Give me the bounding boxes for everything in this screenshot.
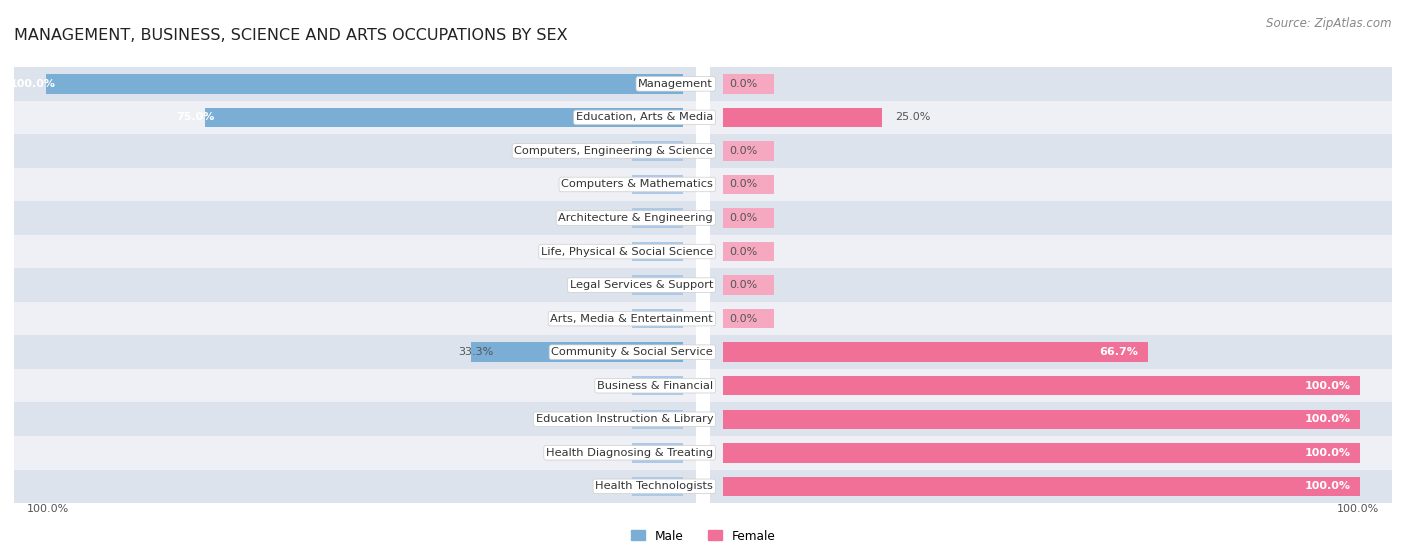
Bar [723, 343, 1147, 362]
Bar [690, 67, 1392, 101]
Text: Computers & Mathematics: Computers & Mathematics [561, 179, 713, 190]
Text: Life, Physical & Social Science: Life, Physical & Social Science [541, 247, 713, 257]
Text: Education, Arts & Media: Education, Arts & Media [576, 112, 713, 122]
Text: Business & Financial: Business & Financial [598, 381, 713, 391]
Bar [633, 141, 683, 160]
Text: 0.0%: 0.0% [676, 381, 704, 391]
Bar [690, 335, 1392, 369]
Text: 100.0%: 100.0% [1305, 381, 1351, 391]
Bar [723, 309, 773, 328]
Bar [14, 201, 716, 235]
Bar [723, 141, 773, 160]
Text: 100.0%: 100.0% [10, 79, 55, 89]
Text: 100.0%: 100.0% [1305, 448, 1351, 458]
Bar [633, 443, 683, 462]
Text: Legal Services & Support: Legal Services & Support [569, 280, 713, 290]
Text: 0.0%: 0.0% [676, 414, 704, 424]
Text: Management: Management [638, 79, 713, 89]
Text: 0.0%: 0.0% [730, 280, 758, 290]
Bar [690, 201, 1392, 235]
Bar [633, 477, 683, 496]
Text: 0.0%: 0.0% [676, 247, 704, 257]
Bar [690, 402, 1392, 436]
Bar [723, 242, 773, 261]
Text: 0.0%: 0.0% [676, 448, 704, 458]
Text: 0.0%: 0.0% [730, 179, 758, 190]
Text: Education Instruction & Library: Education Instruction & Library [536, 414, 713, 424]
Bar [14, 369, 716, 402]
Bar [723, 410, 1360, 429]
Bar [14, 235, 716, 268]
Text: 33.3%: 33.3% [458, 347, 494, 357]
Bar [723, 477, 1360, 496]
Bar [690, 268, 1392, 302]
Bar [205, 108, 683, 127]
Bar [633, 309, 683, 328]
Text: 0.0%: 0.0% [730, 213, 758, 223]
Text: Health Diagnosing & Treating: Health Diagnosing & Treating [546, 448, 713, 458]
Bar [690, 436, 1392, 470]
Bar [14, 67, 716, 101]
Text: MANAGEMENT, BUSINESS, SCIENCE AND ARTS OCCUPATIONS BY SEX: MANAGEMENT, BUSINESS, SCIENCE AND ARTS O… [14, 28, 568, 43]
Text: 0.0%: 0.0% [676, 314, 704, 324]
Text: 0.0%: 0.0% [730, 314, 758, 324]
Bar [471, 343, 683, 362]
Legend: Male, Female: Male, Female [626, 525, 780, 547]
Bar [690, 470, 1392, 503]
Bar [633, 209, 683, 228]
Text: Source: ZipAtlas.com: Source: ZipAtlas.com [1267, 17, 1392, 30]
Text: 100.0%: 100.0% [1305, 481, 1351, 491]
Text: 0.0%: 0.0% [676, 146, 704, 156]
Bar [690, 235, 1392, 268]
Text: Health Technologists: Health Technologists [595, 481, 713, 491]
Text: 0.0%: 0.0% [730, 146, 758, 156]
Text: Computers, Engineering & Science: Computers, Engineering & Science [515, 146, 713, 156]
Bar [14, 168, 716, 201]
Text: Architecture & Engineering: Architecture & Engineering [558, 213, 713, 223]
Bar [633, 175, 683, 194]
Text: 0.0%: 0.0% [730, 79, 758, 89]
Bar [14, 101, 716, 134]
Bar [14, 470, 716, 503]
Bar [14, 402, 716, 436]
Bar [14, 134, 716, 168]
Text: Arts, Media & Entertainment: Arts, Media & Entertainment [551, 314, 713, 324]
Text: 0.0%: 0.0% [676, 481, 704, 491]
Bar [723, 74, 773, 93]
Bar [723, 276, 773, 295]
Bar [723, 209, 773, 228]
Text: 75.0%: 75.0% [176, 112, 215, 122]
Text: 0.0%: 0.0% [676, 213, 704, 223]
Text: Community & Social Service: Community & Social Service [551, 347, 713, 357]
Bar [633, 410, 683, 429]
Bar [14, 335, 716, 369]
Text: 100.0%: 100.0% [27, 504, 69, 514]
Text: 66.7%: 66.7% [1099, 347, 1139, 357]
Bar [690, 134, 1392, 168]
Bar [14, 268, 716, 302]
Bar [690, 168, 1392, 201]
Bar [14, 302, 716, 335]
Text: 25.0%: 25.0% [894, 112, 931, 122]
Bar [633, 376, 683, 395]
Bar [633, 276, 683, 295]
Bar [690, 101, 1392, 134]
Text: 0.0%: 0.0% [730, 247, 758, 257]
Bar [46, 74, 683, 93]
Bar [690, 369, 1392, 402]
Bar [723, 376, 1360, 395]
Text: 100.0%: 100.0% [1305, 414, 1351, 424]
Text: 0.0%: 0.0% [676, 280, 704, 290]
Bar [723, 175, 773, 194]
Bar [14, 436, 716, 470]
Text: 100.0%: 100.0% [1337, 504, 1379, 514]
Bar [633, 242, 683, 261]
Text: 0.0%: 0.0% [676, 179, 704, 190]
Bar [690, 302, 1392, 335]
Bar [723, 108, 882, 127]
Bar [723, 443, 1360, 462]
